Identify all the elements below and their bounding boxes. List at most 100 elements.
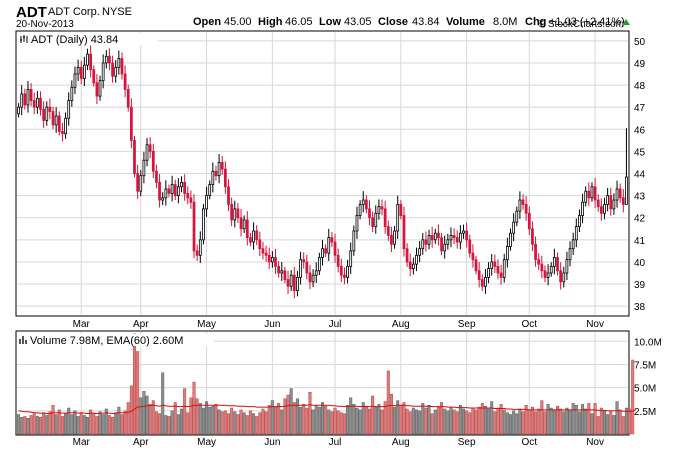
candle-up [606, 195, 610, 205]
candle-down [61, 131, 64, 135]
candle-up [233, 208, 237, 221]
volume-bar [295, 398, 299, 435]
candle-down [151, 150, 155, 172]
candle-up [104, 55, 108, 64]
volume-bar [314, 405, 318, 435]
candle-down [455, 237, 459, 243]
price-tick-label: 47 [634, 103, 646, 114]
volume-bar [468, 412, 472, 435]
volume-tick-label: 10.0M [634, 337, 662, 348]
volume-bar [29, 415, 33, 435]
open-value: 45.00 [224, 16, 252, 28]
candle-up [202, 208, 205, 241]
volume-bar [537, 408, 541, 435]
candle-up [355, 215, 359, 232]
volume-bar [148, 404, 152, 435]
volume-bar [60, 416, 64, 435]
volume-bar [161, 372, 165, 435]
candle-down [42, 108, 46, 121]
volume-bar [581, 404, 585, 435]
low-label: Low [319, 16, 341, 28]
candle-down [57, 115, 61, 132]
price-month-label: Sep [458, 319, 476, 330]
volume-bar [493, 411, 497, 435]
volume-bar [267, 405, 271, 435]
price-month-label: Mar [73, 319, 91, 330]
candle-up [574, 226, 578, 241]
candle-down [524, 204, 528, 214]
candle-down [465, 230, 469, 241]
volume-bar [631, 359, 635, 435]
candle-down [336, 254, 340, 267]
candle-down [136, 173, 140, 192]
volume-bar [242, 412, 246, 435]
volume-bar [543, 411, 547, 435]
volume-bar [624, 407, 628, 435]
volume-bar [618, 409, 622, 435]
volume-bar [292, 402, 296, 435]
candle-up [562, 272, 566, 283]
candle-up [211, 170, 215, 185]
volume-bar [612, 415, 616, 435]
candle-up [427, 235, 431, 245]
volume-bar [67, 407, 71, 435]
candle-up [346, 265, 349, 278]
volume-bar [546, 404, 550, 435]
candle-up [584, 190, 588, 203]
price-legend-text: ADT (Daily) 43.84 [31, 34, 118, 46]
volume-tick-label: 7.5M [634, 360, 656, 371]
volume-bar [179, 408, 184, 435]
volume-legend-text: Volume 7.98M, EMA(60) 2.60M [30, 335, 183, 347]
candle-up [446, 239, 450, 245]
volume-bar [211, 405, 215, 435]
candle-up [581, 201, 584, 216]
volume-bar [236, 414, 240, 435]
volume-month-label: Apr [133, 437, 149, 448]
volume-axis: 2.5M 5.0M 7.5M 10.0M Mar Apr May Jun Jul Aug Sep Oc… [73, 337, 662, 448]
candle-down [95, 82, 99, 97]
candle-down [587, 190, 591, 199]
volume-bar [164, 415, 168, 435]
candle-up [170, 184, 174, 194]
candle-up [17, 106, 20, 115]
volume-bar [145, 395, 149, 435]
volume-bar [443, 408, 447, 435]
candle-up [458, 232, 462, 243]
volume-bar [399, 405, 403, 435]
candle-down [236, 208, 240, 219]
candle-up [198, 239, 202, 256]
volume-bar [17, 414, 21, 435]
candle-up [54, 115, 58, 126]
candle-up [208, 184, 212, 197]
volume-bar [226, 413, 231, 435]
candle-down [230, 204, 234, 221]
volume-bar [35, 416, 39, 435]
candle-up [145, 144, 149, 161]
candle-down [534, 243, 537, 261]
volume-bar [530, 406, 534, 435]
candle-down [32, 100, 36, 108]
candle-down [214, 170, 218, 177]
candle-up [433, 232, 437, 241]
candle-down [364, 199, 368, 210]
candle-down [39, 97, 42, 110]
volume-bar [283, 398, 287, 435]
candle-down [239, 217, 243, 230]
candle-up [396, 204, 400, 232]
volume-bar [496, 407, 500, 435]
volume-bar [609, 411, 613, 435]
volume-bar [515, 413, 519, 435]
volume-month-label: Sep [458, 437, 476, 448]
candle-up [101, 62, 105, 82]
candle-up [45, 106, 49, 121]
volume-bar [568, 409, 572, 435]
candle-up [20, 93, 24, 108]
volume-bar [502, 409, 506, 435]
volume-bar [136, 351, 140, 435]
volume-bar [367, 408, 372, 435]
candle-down [471, 252, 475, 261]
candle-down [424, 239, 428, 245]
volume-bar [396, 400, 400, 435]
volume-bar [518, 408, 522, 435]
candle-down [79, 66, 83, 79]
